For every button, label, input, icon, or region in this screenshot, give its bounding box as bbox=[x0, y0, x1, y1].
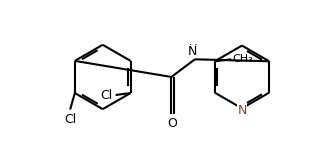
Text: Cl: Cl bbox=[100, 88, 112, 102]
Text: CH₃: CH₃ bbox=[233, 54, 253, 64]
Text: N: N bbox=[188, 45, 198, 58]
Text: Cl: Cl bbox=[64, 113, 76, 126]
Text: N: N bbox=[237, 104, 247, 117]
Text: O: O bbox=[167, 117, 177, 130]
Text: H: H bbox=[189, 44, 197, 54]
